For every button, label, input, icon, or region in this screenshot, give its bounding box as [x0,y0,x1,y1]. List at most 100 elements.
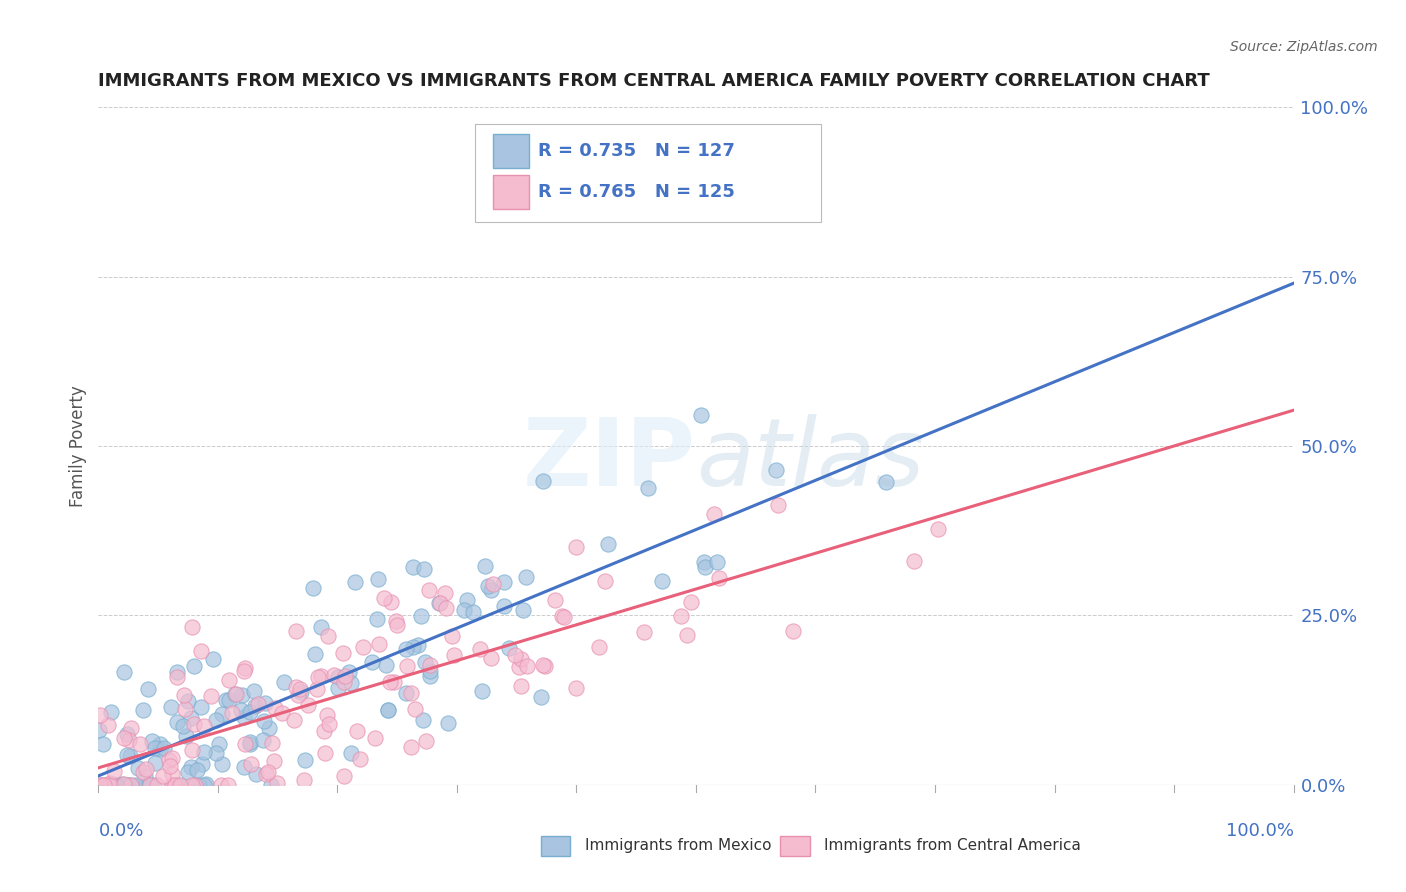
Point [598,537,620,551]
Point [205,746,228,760]
Point [115,778,138,792]
Point [89,723,111,738]
Point [174,729,197,743]
Point [186,763,208,777]
FancyBboxPatch shape [494,175,529,209]
Point [96,778,118,792]
Point [184,778,207,792]
Point [671,608,693,623]
FancyBboxPatch shape [541,836,571,856]
Point [246,698,269,712]
Point [349,752,371,766]
Point [124,778,146,792]
Point [190,644,212,658]
Point [217,778,239,792]
Point [103,764,125,778]
Point [138,778,160,792]
Point [419,658,441,673]
Point [531,474,554,488]
Point [118,732,141,747]
Point [131,765,153,780]
Point [180,710,202,724]
Point [479,582,502,597]
Point [183,717,205,731]
Point [404,701,426,715]
Point [565,681,588,696]
Point [352,640,374,655]
Point [531,657,554,672]
Point [145,778,167,792]
Point [245,767,267,781]
Point [443,648,465,662]
Point [285,624,308,638]
Point [337,665,360,679]
Point [534,658,557,673]
Point [456,593,478,607]
Point [297,698,319,712]
Point [651,574,673,588]
Point [132,703,155,717]
Text: atlas: atlas [696,414,924,505]
Point [512,603,534,617]
Point [239,756,262,771]
Point [194,777,217,791]
Point [112,777,135,791]
Point [292,773,315,788]
Text: R = 0.735   N = 127: R = 0.735 N = 127 [538,142,735,160]
Point [225,687,247,701]
Point [637,481,659,495]
Point [396,658,419,673]
Point [434,600,457,615]
Point [333,769,356,783]
Point [427,596,450,610]
Point [152,769,174,783]
Point [205,714,228,728]
Point [211,756,233,771]
Point [441,629,464,643]
Point [193,745,215,759]
Point [375,658,398,673]
Point [201,651,224,665]
Point [221,706,243,720]
Point [259,721,281,735]
Text: 0.0%: 0.0% [98,822,143,840]
Point [173,688,195,702]
FancyBboxPatch shape [494,134,529,168]
Point [259,778,281,792]
Point [387,618,409,632]
Point [167,778,190,792]
Point [190,699,212,714]
Point [90,778,112,792]
Point [91,778,114,792]
Point [544,593,567,607]
Text: R = 0.765   N = 125: R = 0.765 N = 125 [538,183,735,201]
Point [98,778,121,792]
Point [245,699,267,714]
Point [284,680,307,694]
Point [307,670,329,684]
Point [160,778,183,792]
Point [135,778,157,792]
Point [239,706,262,720]
Point [209,778,232,792]
Point [181,778,204,792]
Y-axis label: Family Poverty: Family Poverty [69,385,87,507]
Point [172,719,194,733]
Point [706,555,728,569]
Point [271,706,294,720]
Point [231,703,253,717]
Point [765,463,787,477]
Point [509,652,531,666]
Point [366,612,388,626]
Point [703,507,725,521]
Point [117,747,139,762]
Point [218,692,240,706]
Point [139,778,162,792]
Point [335,669,357,683]
Point [553,610,575,624]
Point [120,721,142,735]
Point [312,723,335,738]
Point [509,679,531,693]
Point [333,675,356,690]
Point [177,694,200,708]
